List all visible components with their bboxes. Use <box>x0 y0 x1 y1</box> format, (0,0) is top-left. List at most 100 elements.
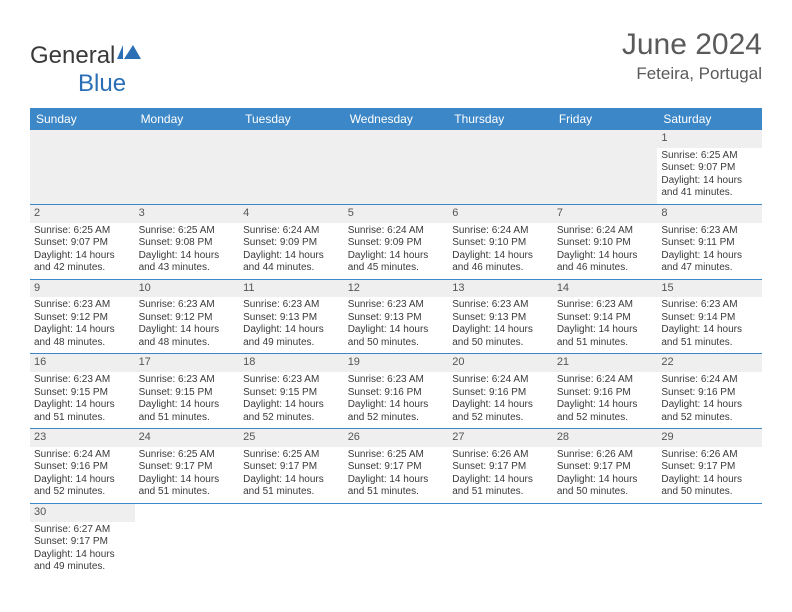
sunset-line: Sunset: 9:13 PM <box>348 312 445 325</box>
daylight-line-1: Daylight: 14 hours <box>557 399 654 412</box>
daylight-line-1: Daylight: 14 hours <box>34 250 131 263</box>
daylight-line-2: and 50 minutes. <box>348 337 445 350</box>
daylight-line-2: and 47 minutes. <box>661 262 758 275</box>
sunset-line: Sunset: 9:16 PM <box>452 387 549 400</box>
calendar-empty-cell <box>239 130 344 204</box>
sunset-line: Sunset: 9:15 PM <box>139 387 236 400</box>
calendar-day-cell: 16Sunrise: 6:23 AMSunset: 9:15 PMDayligh… <box>30 354 135 429</box>
sunset-line: Sunset: 9:17 PM <box>34 536 131 549</box>
sunset-line: Sunset: 9:17 PM <box>661 461 758 474</box>
daylight-line-2: and 42 minutes. <box>34 262 131 275</box>
daylight-line-2: and 52 minutes. <box>348 412 445 425</box>
daylight-line-1: Daylight: 14 hours <box>139 399 236 412</box>
day-number: 7 <box>553 205 658 223</box>
calendar-day-cell: 14Sunrise: 6:23 AMSunset: 9:14 PMDayligh… <box>553 279 658 354</box>
daylight-line-2: and 51 minutes. <box>557 337 654 350</box>
sunset-line: Sunset: 9:07 PM <box>661 162 758 175</box>
day-header: Wednesday <box>344 108 449 130</box>
sunset-line: Sunset: 9:14 PM <box>661 312 758 325</box>
day-number: 18 <box>239 354 344 372</box>
calendar-day-cell: 1Sunrise: 6:25 AMSunset: 9:07 PMDaylight… <box>657 130 762 204</box>
sunset-line: Sunset: 9:14 PM <box>557 312 654 325</box>
sunrise-line: Sunrise: 6:24 AM <box>34 449 131 462</box>
day-number: 2 <box>30 205 135 223</box>
daylight-line-2: and 52 minutes. <box>661 412 758 425</box>
day-number: 6 <box>448 205 553 223</box>
calendar-day-cell: 22Sunrise: 6:24 AMSunset: 9:16 PMDayligh… <box>657 354 762 429</box>
calendar-day-cell: 23Sunrise: 6:24 AMSunset: 9:16 PMDayligh… <box>30 429 135 504</box>
daylight-line-2: and 50 minutes. <box>452 337 549 350</box>
sunrise-line: Sunrise: 6:23 AM <box>452 299 549 312</box>
month-title: June 2024 <box>622 28 762 62</box>
title-block: June 2024 Feteira, Portugal <box>622 28 762 84</box>
daylight-line-1: Daylight: 14 hours <box>139 250 236 263</box>
calendar-day-cell: 30Sunrise: 6:27 AMSunset: 9:17 PMDayligh… <box>30 503 135 577</box>
day-number: 16 <box>30 354 135 372</box>
day-number: 27 <box>448 429 553 447</box>
day-header: Sunday <box>30 108 135 130</box>
calendar-day-cell: 9Sunrise: 6:23 AMSunset: 9:12 PMDaylight… <box>30 279 135 354</box>
day-number: 15 <box>657 280 762 298</box>
calendar-day-cell: 13Sunrise: 6:23 AMSunset: 9:13 PMDayligh… <box>448 279 553 354</box>
logo-text-part2: Blue <box>78 70 126 97</box>
daylight-line-1: Daylight: 14 hours <box>243 324 340 337</box>
daylight-line-2: and 51 minutes. <box>661 337 758 350</box>
daylight-line-2: and 44 minutes. <box>243 262 340 275</box>
page-header: GeneralBlue June 2024 Feteira, Portugal <box>30 28 762 98</box>
sunset-line: Sunset: 9:07 PM <box>34 237 131 250</box>
sunset-line: Sunset: 9:09 PM <box>243 237 340 250</box>
day-header: Monday <box>135 108 240 130</box>
sunrise-line: Sunrise: 6:24 AM <box>243 225 340 238</box>
daylight-line-2: and 45 minutes. <box>348 262 445 275</box>
sunrise-line: Sunrise: 6:25 AM <box>139 225 236 238</box>
sunrise-line: Sunrise: 6:23 AM <box>139 299 236 312</box>
daylight-line-1: Daylight: 14 hours <box>661 324 758 337</box>
day-number: 29 <box>657 429 762 447</box>
sunrise-line: Sunrise: 6:24 AM <box>557 374 654 387</box>
daylight-line-1: Daylight: 14 hours <box>243 399 340 412</box>
logo-text-part1: General <box>30 42 115 69</box>
calendar-day-cell: 11Sunrise: 6:23 AMSunset: 9:13 PMDayligh… <box>239 279 344 354</box>
day-header: Tuesday <box>239 108 344 130</box>
calendar-day-cell: 28Sunrise: 6:26 AMSunset: 9:17 PMDayligh… <box>553 429 658 504</box>
sunrise-line: Sunrise: 6:26 AM <box>452 449 549 462</box>
sunset-line: Sunset: 9:15 PM <box>34 387 131 400</box>
calendar-empty-cell <box>30 130 135 204</box>
sunrise-line: Sunrise: 6:26 AM <box>661 449 758 462</box>
daylight-line-1: Daylight: 14 hours <box>348 474 445 487</box>
daylight-line-2: and 52 minutes. <box>243 412 340 425</box>
location: Feteira, Portugal <box>622 64 762 84</box>
daylight-line-1: Daylight: 14 hours <box>452 474 549 487</box>
calendar-table: SundayMondayTuesdayWednesdayThursdayFrid… <box>30 108 762 578</box>
sunrise-line: Sunrise: 6:25 AM <box>348 449 445 462</box>
calendar-day-cell: 12Sunrise: 6:23 AMSunset: 9:13 PMDayligh… <box>344 279 449 354</box>
calendar-empty-cell <box>135 130 240 204</box>
daylight-line-1: Daylight: 14 hours <box>34 399 131 412</box>
calendar-day-cell: 4Sunrise: 6:24 AMSunset: 9:09 PMDaylight… <box>239 204 344 279</box>
sunset-line: Sunset: 9:11 PM <box>661 237 758 250</box>
day-number: 5 <box>344 205 449 223</box>
sunrise-line: Sunrise: 6:24 AM <box>661 374 758 387</box>
calendar-day-cell: 5Sunrise: 6:24 AMSunset: 9:09 PMDaylight… <box>344 204 449 279</box>
calendar-week-row: 2Sunrise: 6:25 AMSunset: 9:07 PMDaylight… <box>30 204 762 279</box>
daylight-line-1: Daylight: 14 hours <box>34 324 131 337</box>
sunrise-line: Sunrise: 6:24 AM <box>348 225 445 238</box>
daylight-line-2: and 51 minutes. <box>34 412 131 425</box>
sunset-line: Sunset: 9:17 PM <box>452 461 549 474</box>
daylight-line-2: and 48 minutes. <box>139 337 236 350</box>
sunset-line: Sunset: 9:17 PM <box>557 461 654 474</box>
daylight-line-1: Daylight: 14 hours <box>557 474 654 487</box>
calendar-empty-cell <box>657 503 762 577</box>
calendar-week-row: 23Sunrise: 6:24 AMSunset: 9:16 PMDayligh… <box>30 429 762 504</box>
daylight-line-1: Daylight: 14 hours <box>557 250 654 263</box>
calendar-empty-cell <box>344 130 449 204</box>
logo-flag-icon <box>117 42 141 60</box>
sunset-line: Sunset: 9:10 PM <box>557 237 654 250</box>
sunset-line: Sunset: 9:10 PM <box>452 237 549 250</box>
daylight-line-1: Daylight: 14 hours <box>243 250 340 263</box>
calendar-week-row: 16Sunrise: 6:23 AMSunset: 9:15 PMDayligh… <box>30 354 762 429</box>
calendar-day-cell: 2Sunrise: 6:25 AMSunset: 9:07 PMDaylight… <box>30 204 135 279</box>
daylight-line-1: Daylight: 14 hours <box>348 250 445 263</box>
sunset-line: Sunset: 9:16 PM <box>661 387 758 400</box>
sunset-line: Sunset: 9:17 PM <box>348 461 445 474</box>
